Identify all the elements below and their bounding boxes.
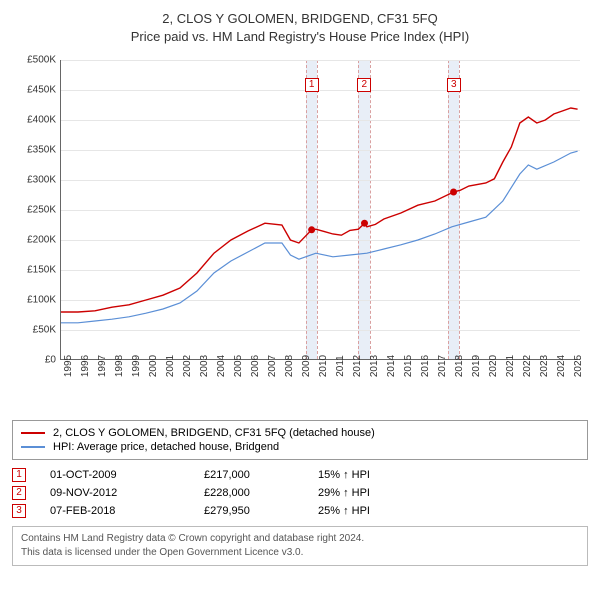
- transaction-dot: [361, 220, 368, 227]
- x-axis-label: 2004: [216, 355, 227, 377]
- x-axis-label: 2006: [250, 355, 261, 377]
- transaction-marker: 3: [12, 504, 26, 518]
- y-axis-label: £0: [45, 355, 56, 366]
- legend-label: HPI: Average price, detached house, Brid…: [53, 441, 279, 453]
- x-axis-label: 2012: [352, 355, 363, 377]
- x-axis-label: 2021: [505, 355, 516, 377]
- transaction-price: £217,000: [204, 469, 294, 481]
- x-axis-label: 1996: [80, 355, 91, 377]
- legend-row: 2, CLOS Y GOLOMEN, BRIDGEND, CF31 5FQ (d…: [21, 427, 579, 439]
- series-line: [61, 108, 578, 312]
- x-axis-label: 2001: [165, 355, 176, 377]
- x-axis-label: 2010: [318, 355, 329, 377]
- series-svg: [61, 60, 580, 359]
- legend-box: 2, CLOS Y GOLOMEN, BRIDGEND, CF31 5FQ (d…: [12, 420, 588, 460]
- y-axis-label: £100K: [27, 295, 56, 306]
- chart-area: 1 2 3 £0 £50K £100K £150K £200K £250K £300K £350K…: [12, 54, 588, 414]
- transaction-diff: 29% ↑ HPI: [318, 487, 408, 499]
- x-axis-label: 2018: [454, 355, 465, 377]
- x-axis-label: 2023: [539, 355, 550, 377]
- band-marker: 3: [447, 78, 461, 92]
- y-axis-label: £300K: [27, 175, 56, 186]
- x-axis-label: 2017: [437, 355, 448, 377]
- y-axis-label: £350K: [27, 145, 56, 156]
- transactions-table: 1 01-OCT-2009 £217,000 15% ↑ HPI 2 09-NOV-201…: [12, 468, 588, 518]
- transaction-date: 09-NOV-2012: [50, 487, 180, 499]
- x-axis-label: 1995: [63, 355, 74, 377]
- x-axis-label: 1998: [114, 355, 125, 377]
- transaction-diff: 15% ↑ HPI: [318, 469, 408, 481]
- x-axis-label: 2005: [233, 355, 244, 377]
- legend-label: 2, CLOS Y GOLOMEN, BRIDGEND, CF31 5FQ (d…: [53, 427, 375, 439]
- transaction-row: 1 01-OCT-2009 £217,000 15% ↑ HPI: [12, 468, 588, 482]
- footer-box: Contains HM Land Registry data © Crown c…: [12, 526, 588, 566]
- transaction-dot: [308, 227, 315, 234]
- y-axis-label: £400K: [27, 115, 56, 126]
- legend-row: HPI: Average price, detached house, Brid…: [21, 441, 579, 453]
- legend-swatch: [21, 432, 45, 434]
- y-axis-label: £450K: [27, 85, 56, 96]
- transaction-price: £228,000: [204, 487, 294, 499]
- x-axis-label: 2025: [573, 355, 584, 377]
- transaction-marker: 1: [12, 468, 26, 482]
- y-axis-label: £150K: [27, 265, 56, 276]
- band-marker: 2: [357, 78, 371, 92]
- transaction-date: 07-FEB-2018: [50, 505, 180, 517]
- x-axis-label: 2003: [199, 355, 210, 377]
- title-address: 2, CLOS Y GOLOMEN, BRIDGEND, CF31 5FQ: [12, 10, 588, 28]
- x-axis-label: 2022: [522, 355, 533, 377]
- x-axis-label: 1997: [97, 355, 108, 377]
- x-axis-label: 2000: [148, 355, 159, 377]
- x-axis-label: 2014: [386, 355, 397, 377]
- band-marker: 1: [305, 78, 319, 92]
- y-axis-label: £250K: [27, 205, 56, 216]
- x-axis-label: 2019: [471, 355, 482, 377]
- x-axis-label: 2013: [369, 355, 380, 377]
- x-axis-label: 2002: [182, 355, 193, 377]
- transaction-price: £279,950: [204, 505, 294, 517]
- transaction-row: 2 09-NOV-2012 £228,000 29% ↑ HPI: [12, 486, 588, 500]
- plot-region: 1 2 3: [60, 60, 580, 360]
- x-axis-label: 2008: [284, 355, 295, 377]
- y-axis-label: £50K: [33, 325, 56, 336]
- y-axis-label: £200K: [27, 235, 56, 246]
- title-block: 2, CLOS Y GOLOMEN, BRIDGEND, CF31 5FQ Pr…: [12, 10, 588, 46]
- transaction-marker: 2: [12, 486, 26, 500]
- x-axis-label: 2020: [488, 355, 499, 377]
- x-axis-label: 2007: [267, 355, 278, 377]
- x-axis-label: 2015: [403, 355, 414, 377]
- series-line: [61, 152, 578, 324]
- x-axis-label: 2024: [556, 355, 567, 377]
- transaction-row: 3 07-FEB-2018 £279,950 25% ↑ HPI: [12, 504, 588, 518]
- x-axis-label: 2016: [420, 355, 431, 377]
- footer-line-2: This data is licensed under the Open Gov…: [21, 546, 579, 560]
- transaction-diff: 25% ↑ HPI: [318, 505, 408, 517]
- transaction-dot: [450, 189, 457, 196]
- y-axis-label: £500K: [27, 55, 56, 66]
- transaction-date: 01-OCT-2009: [50, 469, 180, 481]
- chart-container: 2, CLOS Y GOLOMEN, BRIDGEND, CF31 5FQ Pr…: [0, 0, 600, 576]
- footer-line-1: Contains HM Land Registry data © Crown c…: [21, 532, 579, 546]
- legend-swatch: [21, 446, 45, 448]
- x-axis-label: 1999: [131, 355, 142, 377]
- x-axis-label: 2011: [335, 356, 346, 378]
- title-subtitle: Price paid vs. HM Land Registry's House …: [12, 28, 588, 46]
- x-axis-label: 2009: [301, 355, 312, 377]
